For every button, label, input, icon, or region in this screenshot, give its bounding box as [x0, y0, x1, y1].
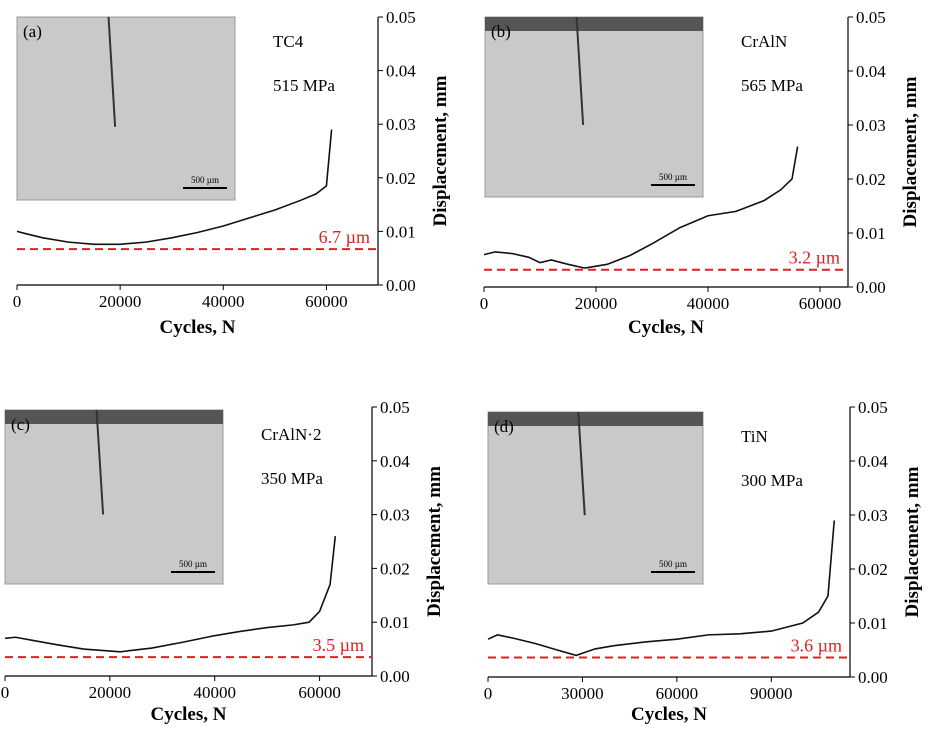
- y-axis-title: Displacement, mm: [900, 76, 921, 227]
- reference-label: 3.6 µm: [791, 636, 842, 656]
- y-tick-label: 0.04: [386, 62, 416, 81]
- scale-bar-label: 500 µm: [659, 172, 687, 182]
- inset-crack: [95, 409, 105, 515]
- inset-crack: [577, 411, 586, 516]
- y-tick-label: 0.01: [858, 614, 888, 633]
- y-tick-label: 0.02: [858, 560, 888, 579]
- x-tick-label: 20000: [575, 294, 618, 313]
- x-axis-title: Cycles, N: [160, 317, 236, 338]
- x-tick-label: 20000: [99, 292, 142, 311]
- x-tick-label: 0: [1, 683, 10, 702]
- y-tick-label: 0.02: [856, 170, 886, 189]
- y-axis-title: Displacement, mm: [424, 466, 445, 617]
- scale-bar-label: 500 µm: [179, 559, 207, 569]
- data-line: [487, 520, 836, 657]
- y-tick-label: 0.04: [856, 62, 886, 81]
- reference-label: 3.5 µm: [313, 635, 364, 655]
- y-tick-label: 0.03: [856, 116, 886, 135]
- y-tick-label: 0.02: [386, 169, 416, 188]
- inset-image: [4, 409, 224, 585]
- x-tick-label: 40000: [202, 292, 245, 311]
- y-tick-label: 0.02: [380, 559, 410, 578]
- data-line: [16, 129, 333, 246]
- panel-label: (a): [23, 22, 42, 41]
- y-tick-label: 0.00: [386, 276, 416, 295]
- y-tick-label: 0.01: [856, 224, 886, 243]
- inset-dark-band: [485, 17, 703, 31]
- panel-label: (b): [491, 22, 511, 41]
- y-tick-label: 0.04: [380, 452, 410, 471]
- y-tick-label: 0.05: [856, 8, 886, 27]
- inset-crack: [107, 16, 117, 127]
- data-line: [483, 146, 799, 269]
- x-axis-title: Cycles, N: [628, 317, 704, 338]
- inset-image: [484, 16, 704, 198]
- stress-label: 300 MPa: [741, 471, 803, 490]
- y-tick-label: 0.05: [386, 8, 416, 27]
- panel-label: (d): [494, 417, 514, 436]
- panel-label: (c): [11, 415, 30, 434]
- y-tick-label: 0.04: [858, 452, 888, 471]
- stress-label: 350 MPa: [261, 469, 323, 488]
- x-tick-label: 40000: [193, 683, 236, 702]
- y-tick-label: 0.03: [858, 506, 888, 525]
- material-label: TC4: [273, 32, 304, 51]
- x-tick-label: 60000: [298, 683, 341, 702]
- x-tick-label: 0: [13, 292, 22, 311]
- x-tick-label: 60000: [799, 294, 842, 313]
- y-axis-title: Displacement, mm: [430, 75, 451, 226]
- inset-crack: [575, 16, 585, 126]
- x-tick-label: 20000: [89, 683, 132, 702]
- x-tick-label: 0: [480, 294, 489, 313]
- inset-image: [16, 16, 236, 201]
- x-tick-label: 60000: [656, 684, 699, 703]
- scale-bar-label: 500 µm: [659, 559, 687, 569]
- reference-label: 6.7 µm: [319, 227, 370, 247]
- data-line: [4, 536, 337, 653]
- inset-dark-band: [5, 410, 223, 424]
- y-tick-label: 0.00: [856, 278, 886, 297]
- x-tick-label: 0: [484, 684, 493, 703]
- stress-label: 515 MPa: [273, 76, 335, 95]
- x-tick-label: 90000: [750, 684, 793, 703]
- material-label: CrAlN: [741, 32, 787, 51]
- y-tick-label: 0.01: [380, 613, 410, 632]
- y-axis-title: Displacement, mm: [902, 466, 923, 617]
- y-tick-label: 0.00: [858, 668, 888, 687]
- y-tick-label: 0.00: [380, 667, 410, 686]
- inset-dark-band: [488, 412, 703, 426]
- x-tick-label: 40000: [687, 294, 730, 313]
- y-tick-label: 0.01: [386, 222, 416, 241]
- y-tick-label: 0.03: [380, 506, 410, 525]
- material-label: CrAlN·2: [261, 425, 321, 444]
- y-tick-label: 0.05: [380, 398, 410, 417]
- stress-label: 565 MPa: [741, 76, 803, 95]
- reference-label: 3.2 µm: [789, 248, 840, 268]
- material-label: TiN: [741, 427, 768, 446]
- y-tick-label: 0.05: [858, 398, 888, 417]
- x-tick-label: 30000: [561, 684, 604, 703]
- x-tick-label: 60000: [305, 292, 348, 311]
- x-axis-title: Cycles, N: [631, 704, 707, 725]
- y-tick-label: 0.03: [386, 115, 416, 134]
- scale-bar-label: 500 µm: [191, 175, 219, 185]
- x-axis-title: Cycles, N: [151, 704, 227, 725]
